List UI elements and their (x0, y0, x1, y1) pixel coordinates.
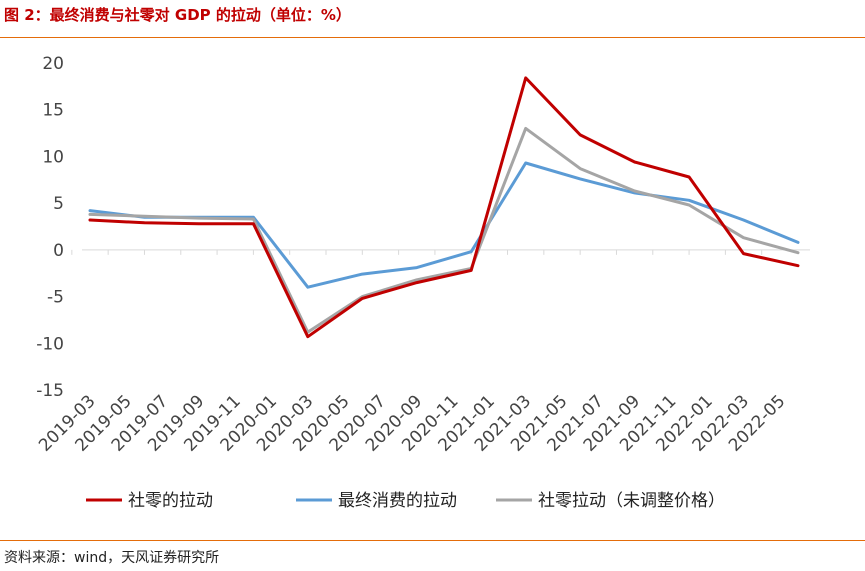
legend: 社零的拉动 最终消费的拉动 社零拉动（未调整价格） (86, 491, 725, 511)
legend-label: 社零拉动（未调整价格） (538, 491, 725, 511)
title-divider (0, 37, 865, 38)
series-lines (88, 76, 800, 339)
y-tick-label: -10 (36, 334, 64, 354)
chart-title: 图 2：最终消费与社零对 GDP 的拉动（单位：%） (4, 6, 351, 24)
y-tick-label: 10 (42, 147, 64, 167)
series-line-3 (88, 126, 800, 334)
y-axis: 20 15 10 5 0 -5 -10 -15 (36, 54, 64, 401)
source-note: 资料来源：wind，天风证券研究所 (4, 550, 220, 566)
y-tick-label: 0 (53, 241, 64, 261)
series-line-1 (88, 76, 800, 339)
legend-label: 最终消费的拉动 (338, 491, 457, 511)
y-tick-label: 20 (42, 54, 64, 74)
y-tick-label: 15 (42, 101, 64, 121)
y-tick-label: 5 (53, 194, 64, 214)
y-tick-label: -5 (47, 288, 64, 308)
y-tick-label: -15 (36, 381, 64, 401)
legend-label: 社零的拉动 (128, 491, 213, 511)
source-divider (0, 540, 865, 541)
